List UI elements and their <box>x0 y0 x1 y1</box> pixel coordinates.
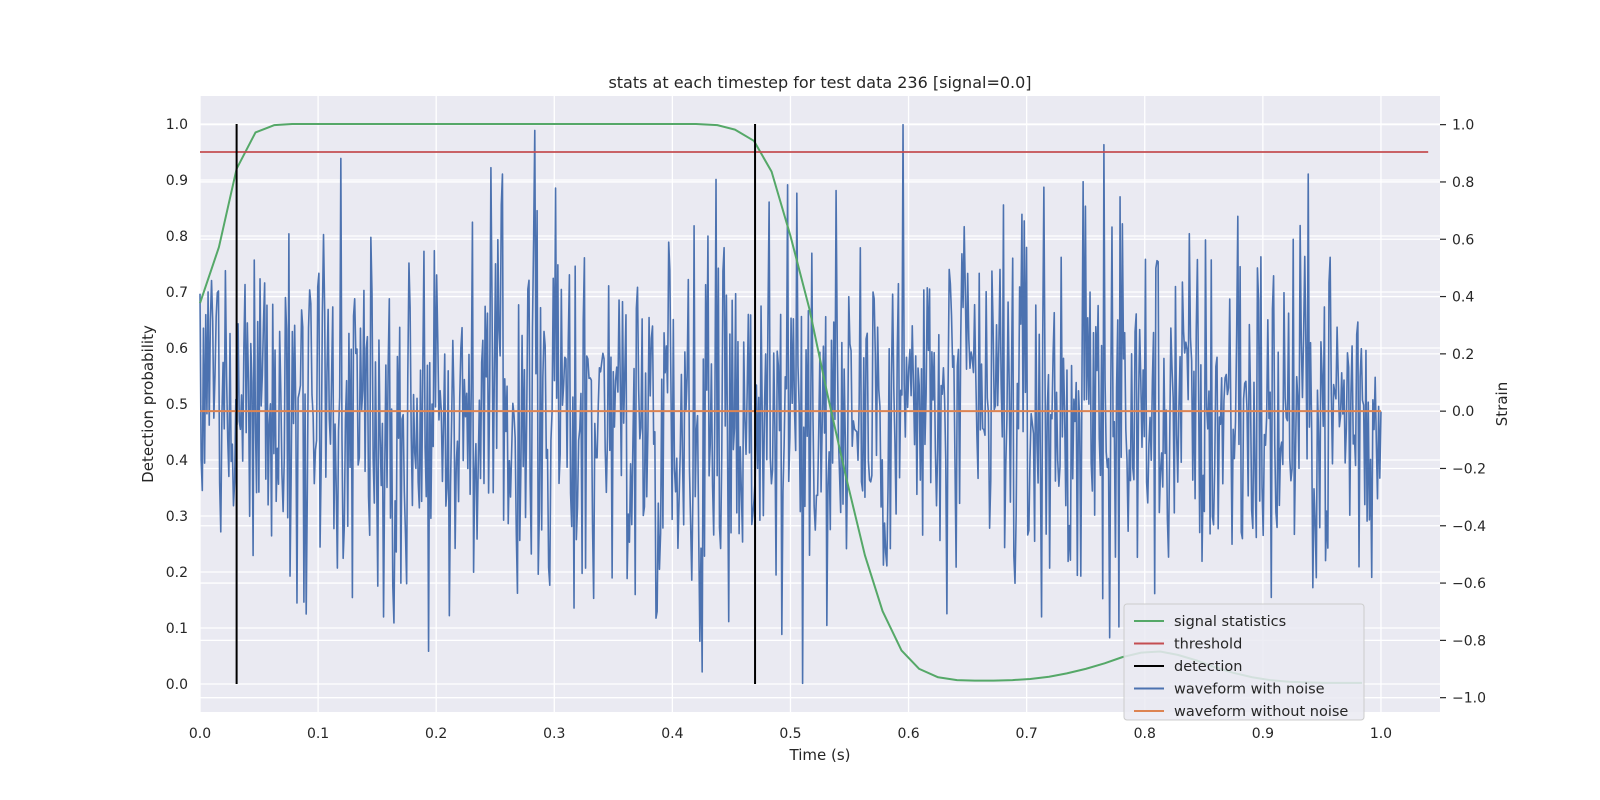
x-tick-label: 0.8 <box>1134 726 1156 742</box>
y-tick-label: 0.6 <box>166 341 188 357</box>
y-right-tick-label: −0.2 <box>1452 461 1486 477</box>
legend-label: detection <box>1174 659 1242 675</box>
legend: signal statistics threshold detection wavef… <box>1123 603 1365 721</box>
x-tick-label: 0.1 <box>307 726 329 742</box>
legend-label: waveform without noise <box>1174 704 1348 720</box>
x-tick-label: 0.9 <box>1252 726 1274 742</box>
legend-label: waveform with noise <box>1174 682 1325 698</box>
y-right-tick-label: −0.4 <box>1452 519 1486 535</box>
y-axis-right-title: Strain <box>1493 382 1511 426</box>
y-tick-label: 0.3 <box>166 509 188 525</box>
y-right-tick-label: 0.8 <box>1452 175 1474 191</box>
x-tick-label: 0.5 <box>779 726 801 742</box>
y-tick-label: 0.0 <box>166 677 188 693</box>
x-tick-label: 0.2 <box>425 726 447 742</box>
legend-label: signal statistics <box>1174 614 1286 630</box>
series-waveform-with-noise <box>199 123 1382 685</box>
x-tick-label: 0.7 <box>1016 726 1038 742</box>
y-right-tick-label: 0.2 <box>1452 347 1474 363</box>
x-axis: 0.0 0.1 0.2 0.3 0.4 0.5 0.6 0.7 0.8 0.9 1.0 <box>189 726 1392 742</box>
x-tick-label: 0.4 <box>661 726 683 742</box>
y-axis-title: Detection probability <box>139 325 157 483</box>
y-axis-right: −1.0 −0.8 −0.6 −0.4 −0.2 0.0 0.2 0.4 0.6 0.8 1.0 <box>1440 118 1486 707</box>
x-axis-title: Time (s) <box>789 746 851 764</box>
x-tick-label: 0.0 <box>189 726 211 742</box>
y-right-tick-label: 0.4 <box>1452 290 1474 306</box>
legend-label: threshold <box>1174 637 1242 653</box>
y-right-tick-label: −0.8 <box>1452 633 1486 649</box>
x-tick-label: 0.3 <box>543 726 565 742</box>
x-tick-label: 1.0 <box>1370 726 1392 742</box>
y-right-tick-label: −0.6 <box>1452 576 1486 592</box>
y-right-tick-label: 0.0 <box>1452 404 1474 420</box>
y-tick-label: 0.7 <box>166 285 188 301</box>
chart-title: stats at each timestep for test data 236… <box>608 73 1031 92</box>
x-tick-label: 0.6 <box>897 726 919 742</box>
y-tick-label: 0.9 <box>166 173 188 189</box>
y-tick-label: 0.5 <box>166 397 188 413</box>
y-axis-left: 0.0 0.1 0.2 0.3 0.4 0.5 0.6 0.7 0.8 0.9 1.0 <box>166 117 188 693</box>
y-right-tick-label: 0.6 <box>1452 232 1474 248</box>
legend-entries: signal statistics threshold detection wavef… <box>1134 614 1348 720</box>
y-tick-label: 0.8 <box>166 229 188 245</box>
y-tick-label: 1.0 <box>166 117 188 133</box>
y-tick-label: 0.4 <box>166 453 188 469</box>
y-tick-label: 0.1 <box>166 621 188 637</box>
legend-box <box>1123 603 1365 721</box>
y-right-tick-label: 1.0 <box>1452 118 1474 134</box>
y-right-tick-label: −1.0 <box>1452 691 1486 707</box>
y-tick-label: 0.2 <box>166 565 188 581</box>
